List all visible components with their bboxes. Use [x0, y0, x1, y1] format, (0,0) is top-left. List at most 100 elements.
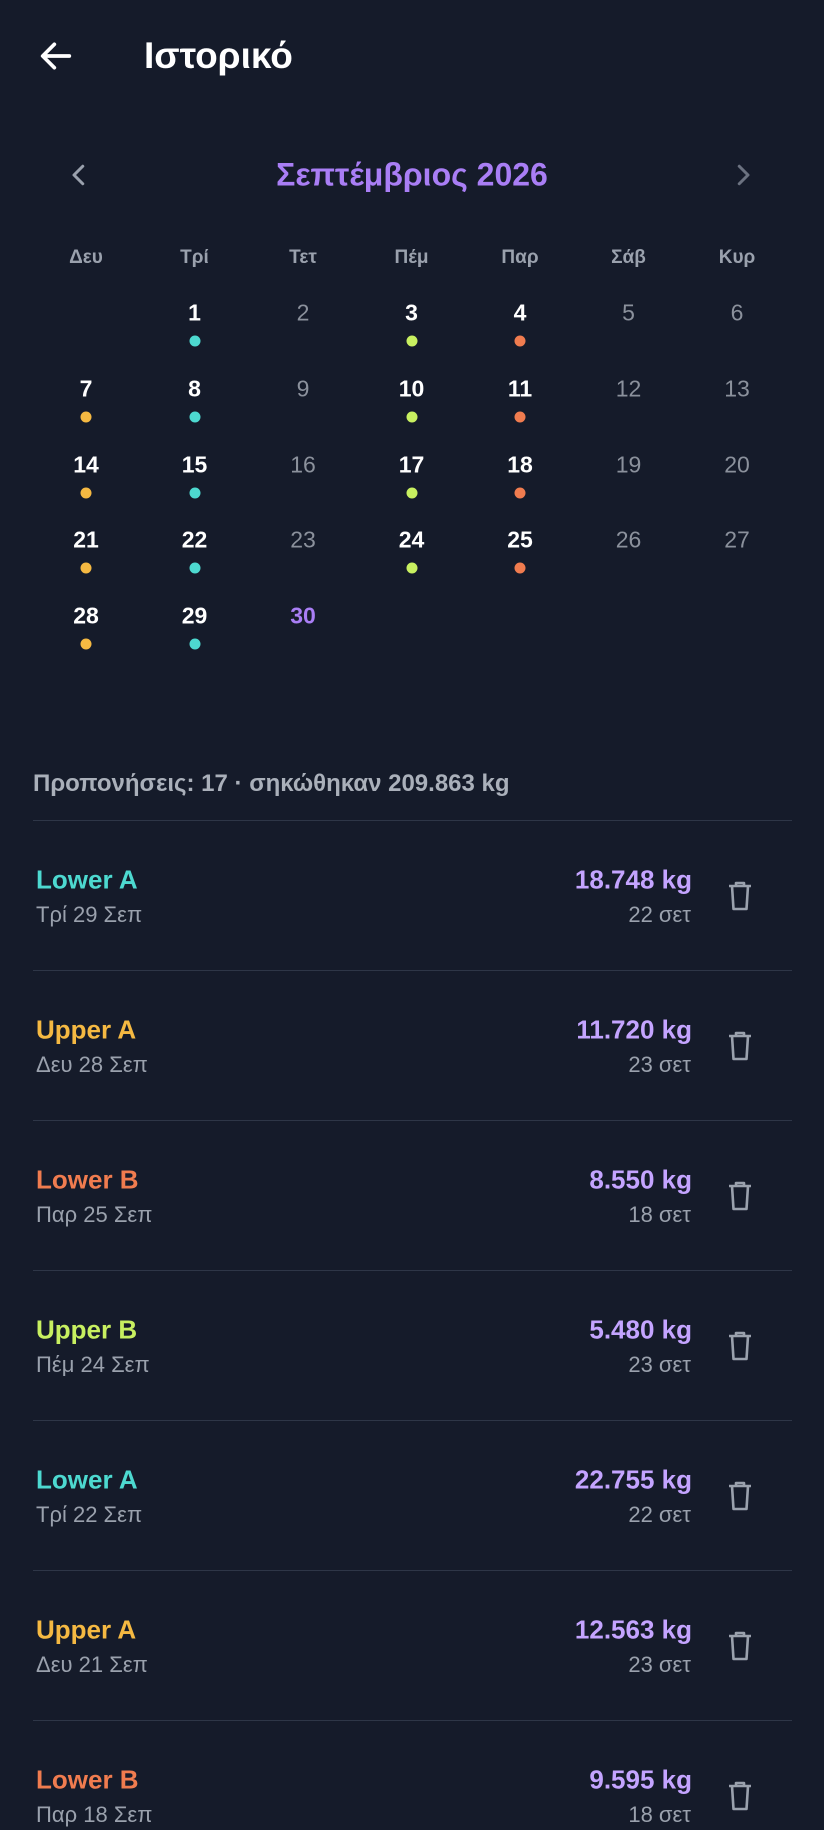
divider [33, 1420, 792, 1421]
calendar-day[interactable]: 3 [405, 299, 418, 326]
workout-dot [514, 411, 526, 423]
session-volume: 11.720 kg [576, 1014, 692, 1045]
calendar-day[interactable]: 13 [724, 375, 750, 402]
calendar-day[interactable]: 4 [513, 299, 527, 326]
weekday-label: Τετ [289, 247, 317, 268]
workout-dot [80, 411, 92, 423]
delete-button[interactable] [727, 1630, 753, 1662]
workout-dot [189, 335, 200, 347]
calendar-day[interactable]: 25 [507, 526, 533, 553]
calendar-day[interactable]: 7 [79, 375, 93, 402]
calendar-day[interactable]: 23 [290, 526, 316, 553]
session-sets: 23 σετ [628, 1052, 691, 1077]
session-volume: 22.755 kg [574, 1464, 692, 1495]
workout-dot [189, 411, 200, 423]
summary: Προπονήσεις: 17 · σηκώθηκαν 209.863 kg [33, 770, 510, 797]
session-date: Τρί 22 Σεπ [36, 1502, 143, 1527]
workout-dot [406, 411, 417, 423]
calendar-day[interactable]: 24 [398, 526, 425, 553]
delete-button[interactable] [727, 880, 753, 912]
session-volume: 8.550 kg [589, 1164, 692, 1195]
calendar-day[interactable]: 12 [615, 375, 642, 402]
delete-button[interactable] [727, 1780, 753, 1812]
calendar-day[interactable]: 14 [73, 451, 99, 478]
delete-button[interactable] [727, 1030, 753, 1062]
divider [33, 1270, 792, 1271]
calendar-day[interactable]: 15 [181, 451, 208, 478]
session-name[interactable]: Lower A [36, 864, 138, 895]
session-date: Δευ 21 Σεπ [36, 1652, 148, 1677]
workout-dot [514, 335, 526, 347]
month-title: Σεπτέμβριος 2026 [276, 156, 548, 193]
back-button[interactable] [36, 36, 76, 76]
next-month[interactable] [728, 160, 758, 190]
workout-dot [189, 562, 200, 574]
divider [33, 970, 792, 971]
calendar-day[interactable]: 8 [188, 375, 201, 402]
workout-dot [80, 562, 92, 574]
calendar-day[interactable]: 28 [73, 602, 99, 629]
workout-dot [80, 638, 92, 650]
calendar-day[interactable]: 16 [290, 451, 316, 478]
calendar-day[interactable]: 29 [181, 602, 208, 629]
calendar-day[interactable]: 11 [507, 375, 533, 402]
session-sets: 18 σετ [628, 1802, 691, 1827]
workout-dot [406, 335, 417, 347]
calendar-day[interactable]: 6 [730, 299, 744, 326]
workout-dot [514, 487, 526, 499]
calendar-day[interactable]: 30 [290, 602, 316, 629]
calendar-day[interactable]: 2 [296, 299, 310, 326]
delete-button[interactable] [727, 1480, 753, 1512]
workout-dot [80, 487, 92, 499]
calendar-day[interactable]: 20 [724, 451, 750, 478]
weekday-label: Παρ [501, 247, 539, 268]
workout-dot [189, 638, 200, 650]
workout-dot [189, 487, 200, 499]
divider [33, 1570, 792, 1571]
session-name[interactable]: Lower B [36, 1764, 139, 1795]
divider [33, 1120, 792, 1121]
calendar-day[interactable]: 9 [296, 375, 310, 402]
delete-button[interactable] [727, 1180, 753, 1212]
weekday-label: Πέμ [394, 247, 429, 268]
calendar-day[interactable]: 26 [615, 526, 642, 553]
session-name[interactable]: Upper B [36, 1314, 138, 1345]
calendar-day[interactable]: 18 [507, 451, 533, 478]
session-volume: 12.563 kg [574, 1614, 692, 1645]
session-date: Πέμ 24 Σεπ [36, 1352, 150, 1377]
session-sets: 22 σετ [628, 1502, 691, 1527]
divider [33, 820, 792, 821]
workout-dot [514, 562, 526, 574]
session-name[interactable]: Lower B [36, 1164, 139, 1195]
session-sets: 23 σετ [628, 1352, 691, 1377]
calendar-day[interactable]: 10 [398, 375, 425, 402]
session-date: Παρ 18 Σεπ [36, 1802, 153, 1827]
weekday-label: Δευ [69, 247, 103, 268]
session-sets: 23 σετ [628, 1652, 691, 1677]
calendar-day[interactable]: 27 [724, 526, 750, 553]
workout-dot [406, 487, 417, 499]
session-date: Τρί 29 Σεπ [36, 902, 143, 927]
delete-button[interactable] [727, 1330, 753, 1362]
session-date: Δευ 28 Σεπ [36, 1052, 148, 1077]
calendar-day[interactable]: 5 [622, 299, 635, 326]
calendar-day[interactable]: 1 [188, 299, 201, 326]
session-sets: 18 σετ [628, 1202, 691, 1227]
session-volume: 9.595 kg [589, 1764, 692, 1795]
session-name[interactable]: Upper A [36, 1014, 137, 1045]
session-date: Παρ 25 Σεπ [36, 1202, 153, 1227]
calendar-day[interactable]: 21 [73, 526, 99, 553]
session-volume: 5.480 kg [589, 1314, 692, 1345]
weekday-label: Τρί [180, 247, 209, 268]
session-name[interactable]: Lower A [36, 1464, 138, 1495]
calendar-day[interactable]: 17 [398, 451, 425, 478]
divider [33, 1720, 792, 1721]
calendar-day[interactable]: 19 [615, 451, 642, 478]
session-name[interactable]: Upper A [36, 1614, 137, 1645]
session-volume: 18.748 kg [574, 864, 692, 895]
calendar-day[interactable]: 22 [181, 526, 208, 553]
page-title: Ιστορικό [144, 35, 293, 76]
session-sets: 22 σετ [628, 902, 691, 927]
prev-month[interactable] [64, 160, 94, 190]
